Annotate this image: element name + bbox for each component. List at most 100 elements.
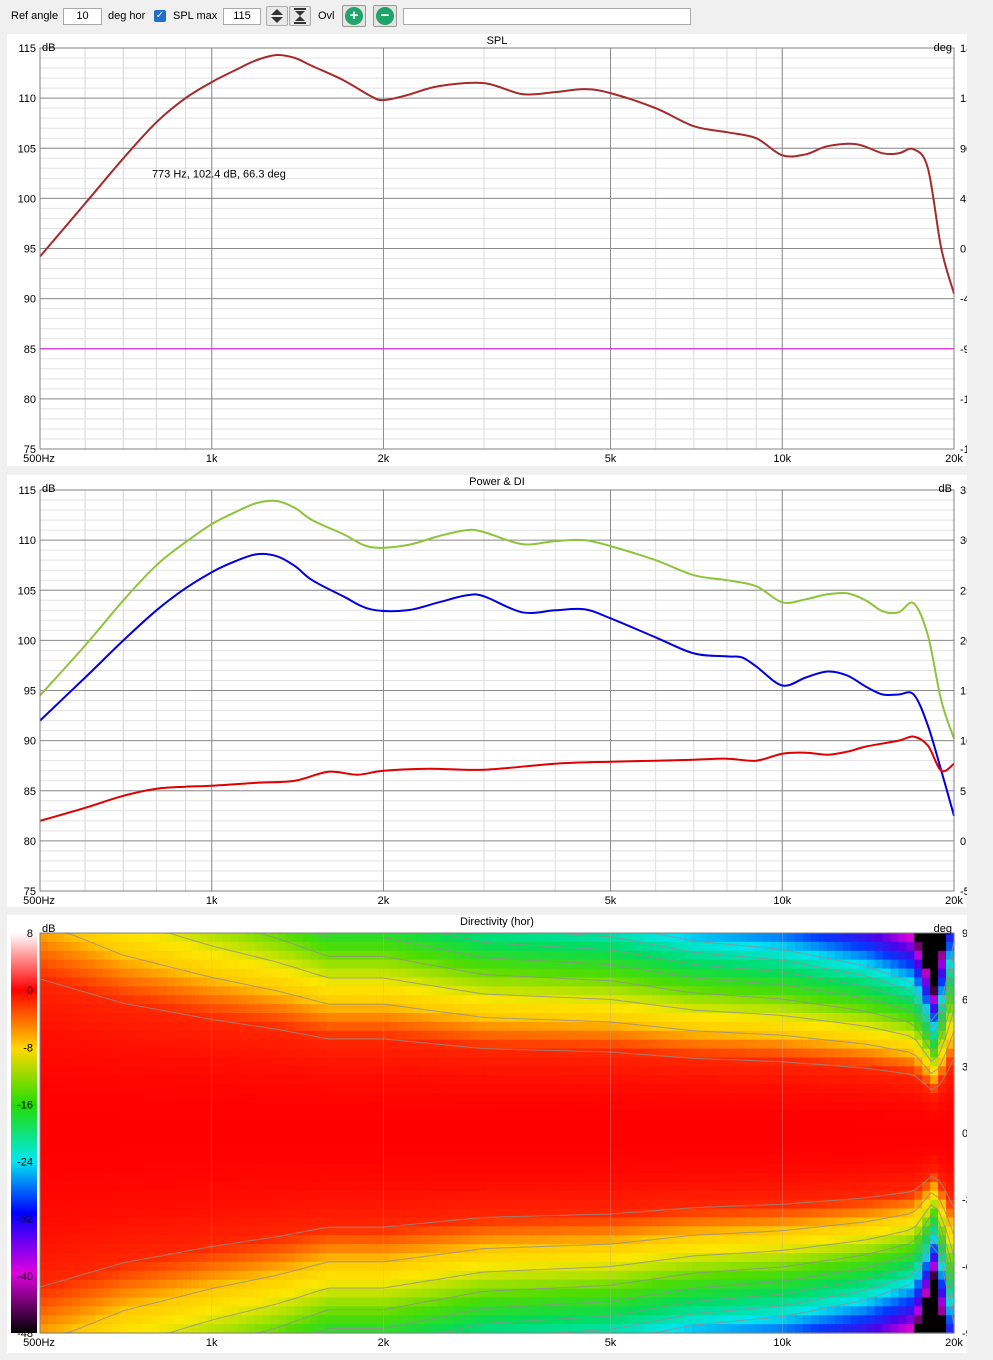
- heatmap-cell: [270, 1030, 280, 1041]
- heatmap-cell: [755, 1226, 764, 1236]
- directivity-chart[interactable]: 80-8-16-24-32-40-489060300-30-60-90Direc…: [7, 915, 978, 1353]
- heatmap-cell: [310, 1066, 319, 1076]
- heatmap-cell: [342, 1110, 351, 1121]
- heatmap-cell: [413, 1306, 423, 1316]
- heatmap-cell: [453, 1226, 462, 1236]
- heatmap-cell: [286, 1057, 295, 1067]
- heatmap-cell: [699, 1244, 709, 1254]
- heatmap-cell: [493, 1146, 502, 1156]
- heatmap-cell: [564, 995, 574, 1005]
- heatmap-cell: [564, 1101, 574, 1112]
- heatmap-cell: [373, 1084, 383, 1094]
- heatmap-cell: [429, 977, 438, 987]
- heatmap-cell: [334, 1146, 343, 1156]
- heatmap-cell: [564, 1244, 574, 1254]
- heatmap-cell: [198, 1155, 208, 1165]
- heatmap-cell: [715, 1084, 725, 1094]
- heatmap-cell: [485, 941, 494, 952]
- heatmap-cell: [214, 1306, 224, 1316]
- heatmap-cell: [151, 1217, 160, 1227]
- heatmap-cell: [310, 1324, 319, 1334]
- heatmap-cell: [548, 1270, 558, 1281]
- heatmap-cell: [874, 1119, 884, 1130]
- heatmap-cell: [270, 1146, 280, 1156]
- heatmap-cell: [183, 1084, 192, 1094]
- heatmap-cell: [564, 1075, 574, 1085]
- heatmap-cell: [572, 1261, 582, 1272]
- fit-range-button[interactable]: [289, 6, 311, 26]
- heatmap-cell: [858, 1101, 868, 1112]
- heatmap-cell: [326, 1013, 335, 1023]
- heatmap-cell: [159, 1288, 168, 1299]
- heatmap-cell: [508, 1093, 518, 1103]
- heatmap-cell: [644, 1128, 653, 1139]
- heatmap-cell: [95, 1137, 105, 1147]
- heatmap-cell: [175, 1093, 184, 1103]
- heatmap-cell: [381, 1084, 391, 1094]
- heatmap-cell: [63, 1075, 73, 1085]
- heatmap-cell: [95, 1164, 105, 1174]
- heatmap-cell: [55, 1039, 65, 1050]
- heatmap-cell: [357, 1021, 367, 1032]
- heatmap-cell: [604, 933, 613, 943]
- heatmap-cell: [787, 1261, 796, 1272]
- heatmap-cell: [771, 1306, 780, 1316]
- spl-chart[interactable]: 7580859095100105110115-180-135-90-450459…: [7, 34, 982, 466]
- spl-max-checkbox[interactable]: ✓: [154, 10, 166, 22]
- heatmap-cell: [683, 1048, 693, 1059]
- heatmap-cell: [842, 1324, 852, 1334]
- heatmap-cell: [556, 1297, 566, 1307]
- heatmap-cell: [413, 1110, 423, 1121]
- heatmap-cell: [532, 986, 542, 996]
- heatmap-cell: [357, 1288, 367, 1299]
- heatmap-cell: [810, 1021, 820, 1032]
- heatmap-cell: [795, 968, 804, 979]
- heatmap-cell: [326, 1244, 335, 1254]
- heatmap-cell: [795, 1270, 804, 1281]
- heatmap-cell: [373, 1110, 383, 1121]
- heatmap-cell: [191, 1155, 200, 1165]
- heatmap-cell: [302, 1101, 311, 1112]
- heatmap-cell: [715, 1146, 725, 1156]
- zoom-in-button[interactable]: +: [342, 5, 366, 27]
- heatmap-cell: [651, 1039, 661, 1050]
- heatmap-cell: [842, 959, 852, 970]
- heatmap-cell: [342, 1075, 351, 1085]
- heatmap-cell: [55, 986, 65, 996]
- heatmap-cell: [151, 1253, 160, 1263]
- heatmap-cell: [500, 959, 510, 970]
- spin-updown-button[interactable]: [266, 6, 288, 26]
- zoom-out-button[interactable]: −: [373, 5, 397, 27]
- heatmap-cell: [715, 1155, 725, 1165]
- spl-max-input[interactable]: 115: [223, 7, 261, 25]
- text-field[interactable]: [403, 7, 691, 25]
- heatmap-cell: [445, 933, 454, 943]
- heatmap-cell: [63, 1119, 73, 1130]
- heatmap-cell: [55, 1261, 65, 1272]
- heatmap-cell: [548, 1173, 558, 1183]
- heatmap-cell: [866, 1199, 876, 1210]
- heatmap-cell: [95, 1181, 105, 1192]
- heatmap-cell: [699, 995, 709, 1005]
- heatmap-cell: [604, 1119, 613, 1130]
- heatmap-cell: [795, 1021, 804, 1032]
- heatmap-cell: [413, 1181, 423, 1192]
- heatmap-cell: [95, 1021, 105, 1032]
- heatmap-cell: [119, 1146, 129, 1156]
- heatmap-cell: [636, 1226, 645, 1236]
- heatmap-cell: [119, 1119, 129, 1130]
- heatmap-cell: [842, 977, 852, 987]
- heatmap-cell: [532, 1155, 542, 1165]
- heatmap-cell: [874, 1013, 884, 1023]
- ref-angle-input[interactable]: 10: [63, 7, 102, 25]
- heatmap-cell: [485, 933, 494, 943]
- heatmap-cell: [214, 1261, 224, 1272]
- heatmap-cell: [63, 1253, 73, 1263]
- heatmap-cell: [580, 1181, 589, 1192]
- heatmap-cell: [818, 1021, 828, 1032]
- heatmap-cell: [318, 1315, 327, 1325]
- heatmap-cell: [532, 1110, 542, 1121]
- heatmap-cell: [349, 1226, 359, 1236]
- heatmap-cell: [87, 1128, 97, 1139]
- power-di-chart[interactable]: 7580859095100105110115-505101520253035Po…: [7, 475, 973, 907]
